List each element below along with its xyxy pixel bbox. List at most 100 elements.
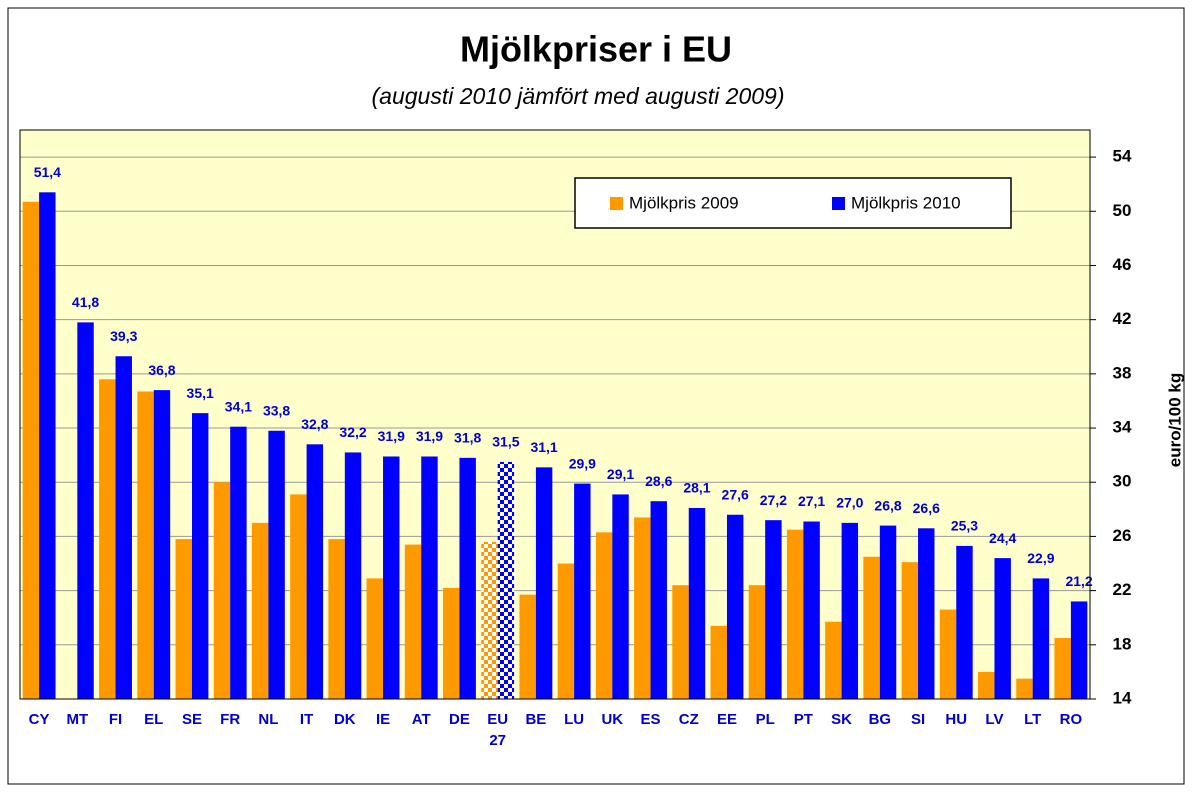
y-tick-label: 38 <box>1113 363 1132 382</box>
data-label: 51,4 <box>34 164 61 180</box>
bar <box>137 391 154 699</box>
bar <box>841 522 859 699</box>
data-label: 25,3 <box>951 518 978 534</box>
bar <box>978 671 995 699</box>
data-label: 24,4 <box>989 530 1016 546</box>
x-tick-label: BG <box>868 711 892 728</box>
x-tick-label: PL <box>755 711 775 728</box>
bar <box>153 390 171 699</box>
data-label: 31,1 <box>530 439 557 455</box>
x-tick-label: EE <box>716 711 737 728</box>
bar <box>634 517 651 699</box>
data-label: 27,6 <box>722 486 749 502</box>
bar <box>994 558 1011 699</box>
bar <box>443 587 460 699</box>
data-label: 27,1 <box>798 493 825 509</box>
data-label: 31,9 <box>416 428 443 444</box>
bar <box>688 507 706 699</box>
bar <box>710 625 727 699</box>
x-tick-label: PT <box>793 711 813 728</box>
y-tick-label: 30 <box>1113 472 1132 491</box>
data-label: 31,9 <box>378 428 405 444</box>
bar <box>1032 578 1050 699</box>
bar <box>213 482 231 699</box>
x-tick-label: HU <box>945 711 968 728</box>
bar <box>879 525 897 699</box>
data-label: 31,8 <box>454 430 481 446</box>
bar <box>481 541 498 699</box>
data-label: 32,2 <box>339 424 366 440</box>
bar <box>290 494 307 699</box>
bar <box>191 413 209 699</box>
bar <box>383 456 400 699</box>
bar <box>251 522 269 699</box>
bar <box>1054 638 1071 699</box>
plot-border <box>19 129 1091 700</box>
data-label: 26,8 <box>874 497 901 513</box>
bar <box>939 609 957 699</box>
bar <box>595 532 613 699</box>
x-tick-label: EL <box>144 711 164 728</box>
data-label: 34,1 <box>225 398 252 414</box>
x-tick-label: IT <box>299 711 314 728</box>
bar <box>230 426 247 699</box>
x-tick-label: UK <box>601 711 624 728</box>
y-tick-label: 18 <box>1113 634 1132 653</box>
bar <box>918 528 935 699</box>
chart-subtitle: (augusti 2010 jämfört med augusti 2009) <box>372 83 785 109</box>
x-tick-label: CZ <box>678 711 699 728</box>
x-tick-label: DE <box>449 711 470 728</box>
y-tick-label: 26 <box>1113 526 1132 545</box>
x-tick-label: SE <box>181 711 202 728</box>
bar <box>535 467 553 699</box>
bar <box>574 483 591 699</box>
bar <box>22 201 40 700</box>
bar <box>459 457 476 699</box>
bar <box>1070 601 1088 699</box>
bar <box>726 514 744 699</box>
data-label: 27,2 <box>760 492 787 508</box>
bar <box>650 501 667 699</box>
data-label: 41,8 <box>72 294 99 310</box>
bar <box>519 594 536 699</box>
x-tick-label: LU <box>564 711 585 728</box>
bar <box>39 192 56 700</box>
data-label: 22,9 <box>1027 550 1054 566</box>
x-tick-label: BE <box>525 711 547 728</box>
x-tick-label: ES <box>640 711 661 728</box>
bar <box>404 544 422 699</box>
bar <box>612 494 629 699</box>
x-tick-label: EU 27 <box>487 711 509 749</box>
data-label: 32,8 <box>301 416 328 432</box>
x-tick-label: SK <box>831 711 853 728</box>
bar <box>557 563 575 699</box>
legend-label: Mjölkpris 2010 <box>851 193 961 212</box>
bar <box>77 322 94 699</box>
y-tick-label: 54 <box>1113 147 1132 166</box>
data-label: 36,8 <box>148 362 175 378</box>
data-label: 21,2 <box>1065 573 1092 589</box>
x-tick-label: AT <box>411 711 431 728</box>
x-tick-label: LV <box>985 711 1004 728</box>
y-tick-label: 46 <box>1113 255 1132 274</box>
bar <box>268 430 285 699</box>
x-tick-label: RO <box>1059 711 1083 728</box>
x-tick-label: FI <box>108 711 123 728</box>
y-axis-title: euro/100 kg <box>1165 373 1184 468</box>
bar <box>497 461 515 699</box>
bar <box>786 529 804 699</box>
bar <box>175 539 192 699</box>
bar <box>1016 678 1033 699</box>
data-label: 35,1 <box>187 385 214 401</box>
legend-box <box>574 177 1012 229</box>
bar <box>765 520 782 699</box>
bar <box>672 585 689 699</box>
data-label: 29,9 <box>569 455 596 471</box>
data-label: 33,8 <box>263 402 290 418</box>
y-tick-label: 42 <box>1113 309 1132 328</box>
bar <box>863 556 880 699</box>
bar <box>748 585 766 699</box>
bar <box>328 539 345 699</box>
